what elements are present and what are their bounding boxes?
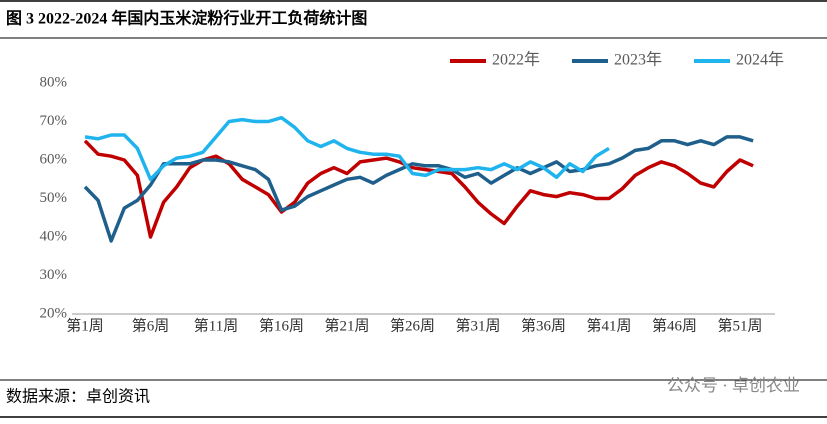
x-tick-label: 第46周 (652, 316, 697, 334)
legend-label: 2024年 (736, 51, 784, 69)
x-tick-label: 第41周 (586, 316, 631, 334)
y-tick-label: 80% (40, 74, 68, 90)
watermark: 公众号 · 卓创农业 (667, 376, 800, 395)
x-tick-label: 第51周 (717, 316, 762, 334)
y-tick-label: 60% (40, 151, 68, 167)
y-tick-label: 70% (40, 113, 68, 129)
x-tick-label: 第36周 (521, 316, 566, 334)
legend-label: 2023年 (614, 51, 662, 69)
y-tick-label: 20% (40, 305, 68, 321)
x-tick-label: 第21周 (324, 316, 369, 334)
x-tick-label: 第31周 (455, 316, 500, 334)
y-tick-label: 50% (40, 190, 68, 206)
x-tick-label: 第1周 (66, 316, 104, 334)
chart-title: 图 3 2022-2024 年国内玉米淀粉行业开工负荷统计图 (6, 9, 367, 28)
x-tick-label: 第11周 (194, 316, 238, 334)
x-tick-label: 第6周 (132, 316, 170, 334)
y-tick-label: 30% (40, 267, 68, 283)
source-note: 数据来源：卓创资讯 (6, 388, 150, 406)
legend-label: 2022年 (492, 51, 540, 69)
x-tick-label: 第16周 (259, 316, 304, 334)
series-line (84, 115, 610, 182)
y-tick-label: 40% (40, 228, 68, 244)
x-tick-label: 第26周 (390, 316, 435, 334)
series-line (83, 139, 754, 239)
series-line (83, 135, 754, 243)
